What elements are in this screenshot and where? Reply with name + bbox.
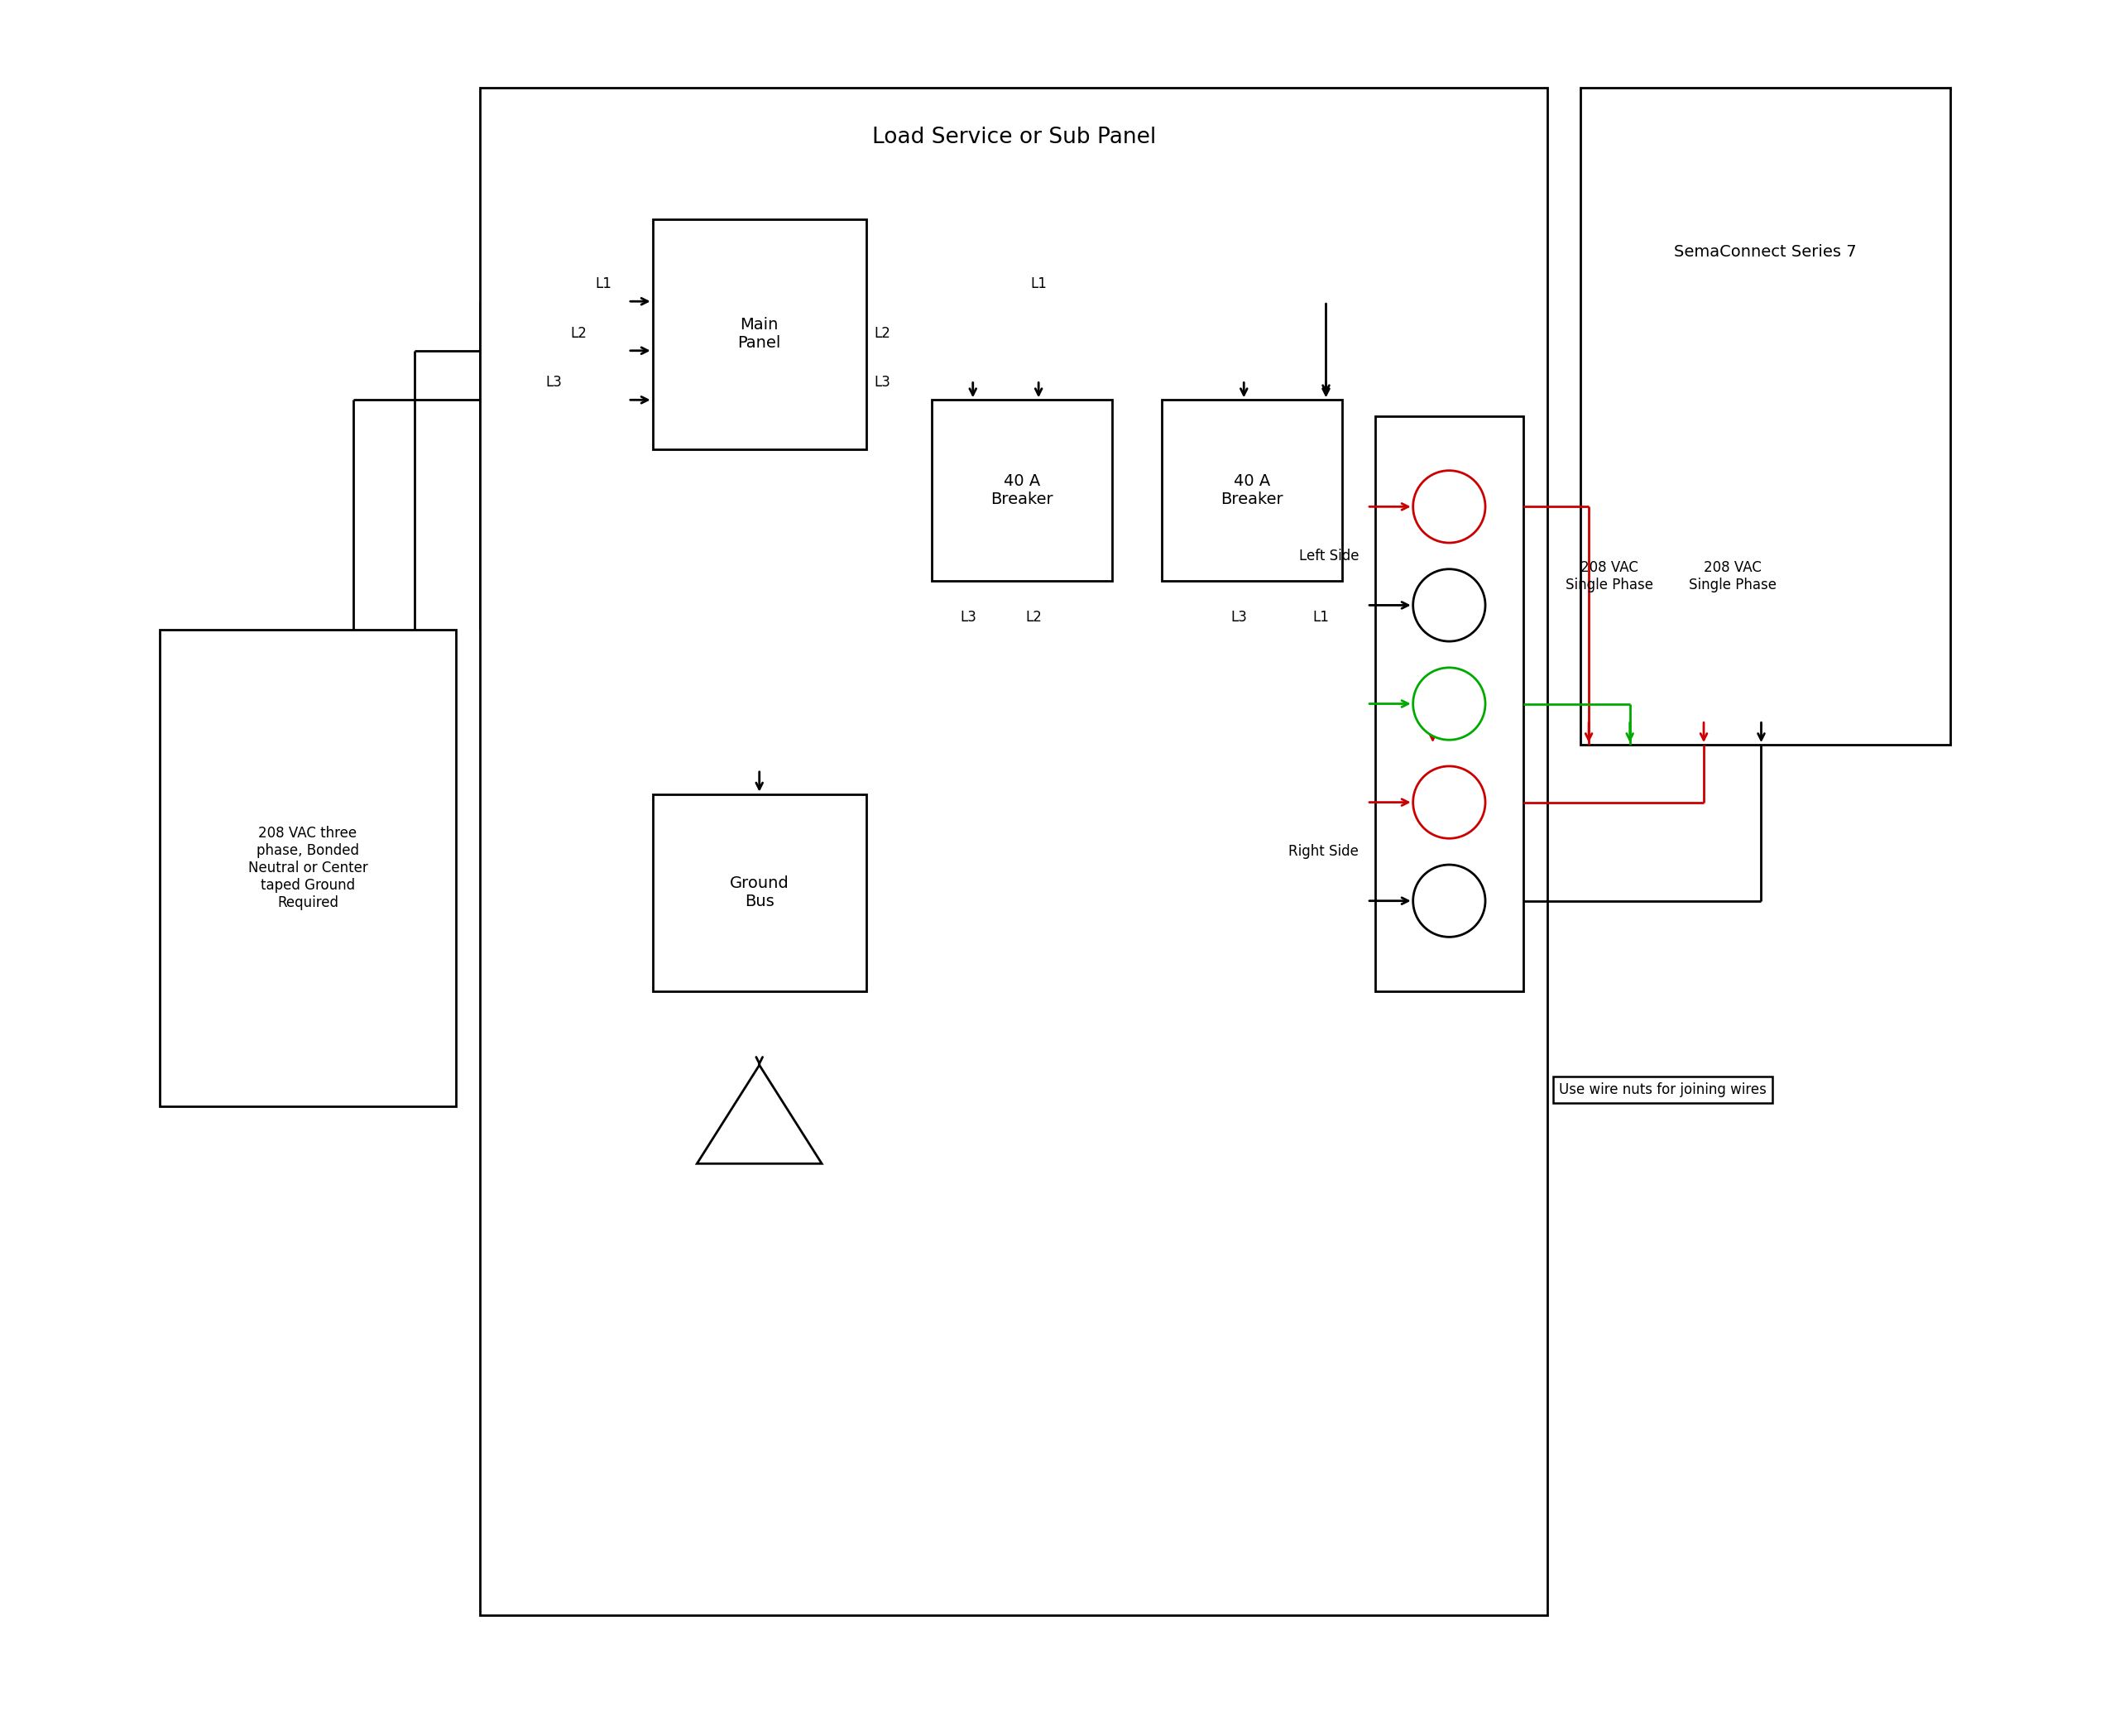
Text: Left Side: Left Side	[1300, 549, 1359, 564]
Text: L3: L3	[546, 375, 561, 391]
Text: 40 A
Breaker: 40 A Breaker	[1222, 474, 1283, 507]
Circle shape	[1414, 569, 1485, 641]
Text: 208 VAC three
phase, Bonded
Neutral or Center
taped Ground
Required: 208 VAC three phase, Bonded Neutral or C…	[247, 826, 367, 910]
Text: L1: L1	[595, 276, 612, 292]
Text: Ground
Bus: Ground Bus	[730, 875, 789, 910]
Circle shape	[1414, 668, 1485, 740]
Text: 208 VAC
Single Phase: 208 VAC Single Phase	[1688, 561, 1777, 592]
Text: L3: L3	[1230, 609, 1247, 625]
Text: L2: L2	[874, 326, 890, 340]
Bar	[481, 89, 1549, 1614]
Bar	[1580, 89, 1950, 745]
Text: L2: L2	[570, 326, 587, 340]
Text: SemaConnect Series 7: SemaConnect Series 7	[1673, 245, 1857, 260]
Text: Right Side: Right Side	[1289, 844, 1359, 859]
Text: Main
Panel: Main Panel	[738, 318, 781, 351]
Bar	[160, 630, 456, 1106]
Bar	[1376, 417, 1523, 991]
Text: L3: L3	[960, 609, 977, 625]
Text: L3: L3	[874, 375, 890, 391]
Bar	[933, 399, 1112, 580]
Bar	[1163, 399, 1342, 580]
Circle shape	[1414, 865, 1485, 937]
Circle shape	[1414, 470, 1485, 543]
Circle shape	[1414, 766, 1485, 838]
Text: L2: L2	[1025, 609, 1042, 625]
Text: 208 VAC
Single Phase: 208 VAC Single Phase	[1566, 561, 1652, 592]
Bar	[652, 793, 865, 991]
Text: L1: L1	[1030, 276, 1047, 292]
Text: Load Service or Sub Panel: Load Service or Sub Panel	[871, 127, 1156, 148]
Text: L1: L1	[1312, 609, 1329, 625]
Text: 40 A
Breaker: 40 A Breaker	[992, 474, 1053, 507]
Bar	[652, 219, 865, 450]
Text: Use wire nuts for joining wires: Use wire nuts for joining wires	[1559, 1082, 1766, 1097]
